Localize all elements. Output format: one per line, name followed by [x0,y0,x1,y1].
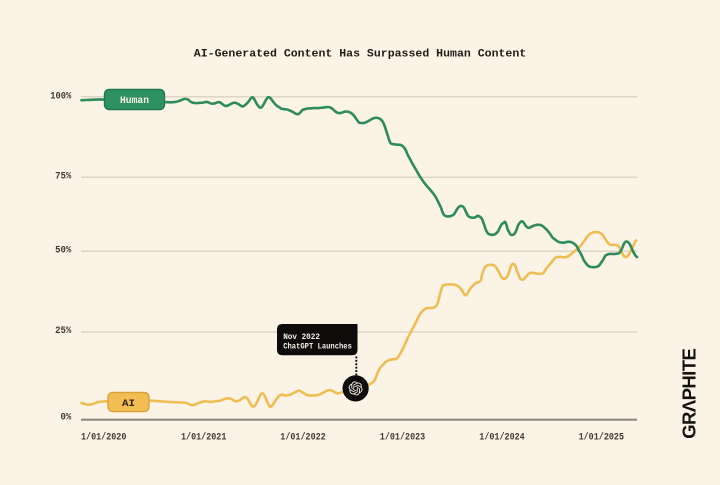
svg-text:50%: 50% [55,245,72,256]
svg-text:25%: 25% [55,326,72,337]
svg-text:1/01/2022: 1/01/2022 [280,432,325,444]
svg-text:100%: 100% [50,91,72,102]
svg-text:AI: AI [122,398,135,410]
svg-text:1/01/2024: 1/01/2024 [479,432,524,444]
svg-text:Human: Human [120,95,149,107]
svg-text:Nov 2022: Nov 2022 [283,334,320,342]
svg-text:AI-Generated Content Has Surpa: AI-Generated Content Has Surpassed Human… [194,49,526,61]
svg-text:0%: 0% [61,412,73,423]
svg-text:GRΛPHITE: GRΛPHITE [679,348,700,439]
svg-text:1/01/2025: 1/01/2025 [579,432,624,444]
svg-text:1/01/2020: 1/01/2020 [81,432,126,444]
svg-text:1/01/2023: 1/01/2023 [380,432,425,444]
svg-text:ChatGPT Launches: ChatGPT Launches [283,343,352,351]
svg-text:1/01/2021: 1/01/2021 [181,432,226,444]
svg-text:75%: 75% [55,171,72,182]
